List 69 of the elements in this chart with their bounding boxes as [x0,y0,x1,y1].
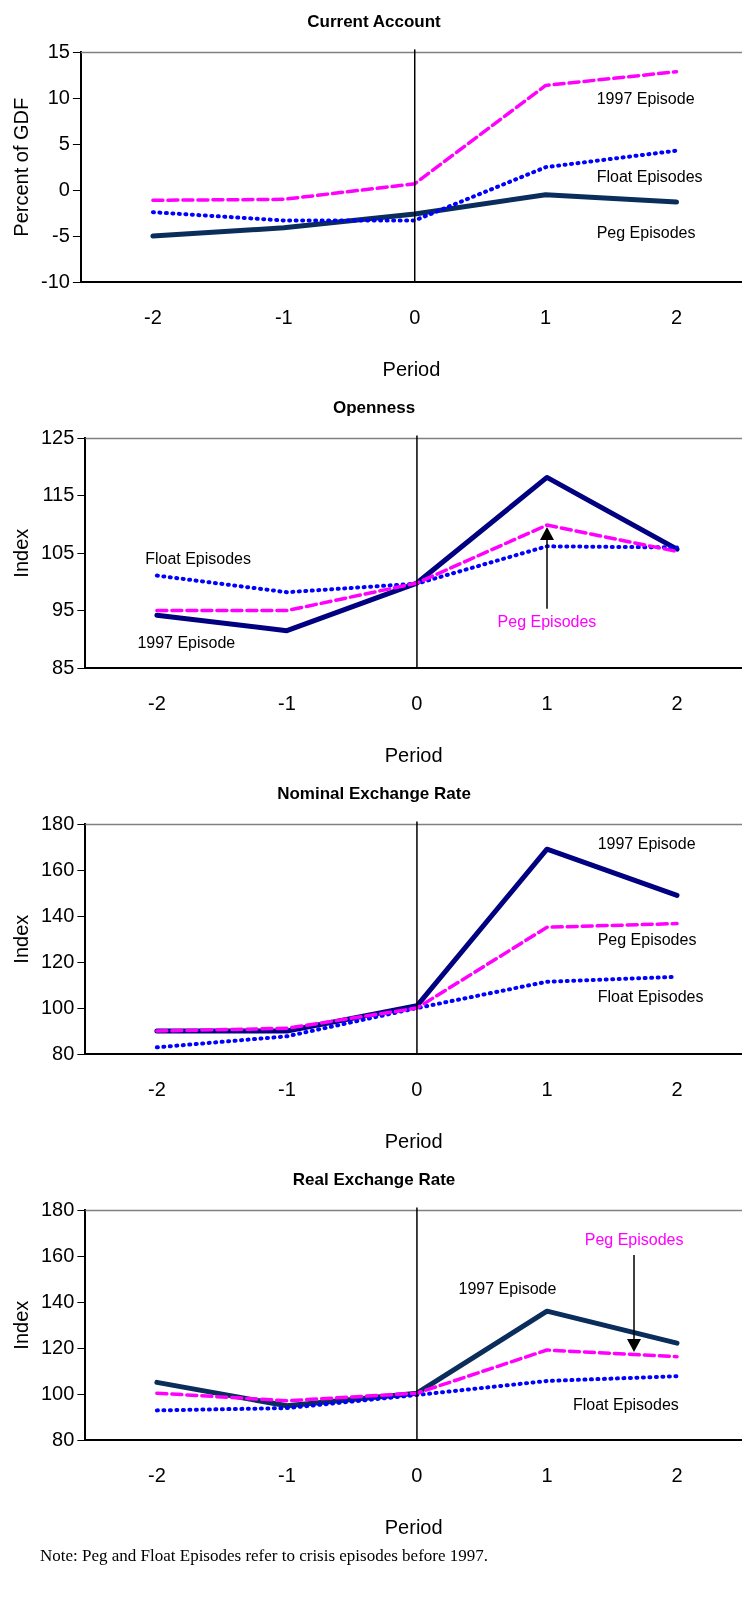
series-label: 1997 Episode [597,834,696,852]
y-tick-label: 125 [40,425,75,448]
series-label: Float Episodes [145,549,252,567]
x-tick-label: 2 [670,305,683,328]
chart-title: Openness [332,397,416,417]
line-series [154,1374,679,1413]
x-tick-label: 0 [409,305,421,328]
series-label: 1997 Episode [458,1280,557,1298]
series-label: Float Episodes [597,987,704,1005]
y-tick-label: 0 [58,177,70,200]
y-tick-label: 160 [40,857,75,880]
text: Note: Peg and Float Episodes refer to crisis episodes before 1997. [39,1545,490,1566]
x-tick-label: -2 [147,691,166,714]
y-tick-label: -5 [52,223,70,246]
y-tick-label: 180 [40,1197,75,1220]
series-label: Peg Episodes [597,931,697,949]
y-tick-label: 85 [52,655,75,678]
series-label: 1997 Episode [137,633,236,651]
chart-title: Nominal Exchange Rate [277,783,471,803]
x-tick-label: 1 [540,305,552,328]
y-axis-title: Percent of GDF [9,97,32,237]
x-tick-label: 0 [411,691,423,714]
x-tick-label: -2 [144,305,162,328]
x-tick-label: -1 [278,1463,296,1486]
y-tick-label: 140 [40,903,75,926]
y-tick-label: 10 [47,85,70,108]
x-tick-label: 0 [411,1463,423,1486]
chart-title: Real Exchange Rate [292,1169,456,1189]
series-label: Peg Episodes [596,223,696,241]
y-tick-label: -10 [41,269,70,292]
x-tick-label: -2 [147,1077,166,1100]
y-tick-label: 120 [40,1335,75,1358]
y-tick-label: 140 [40,1289,75,1312]
x-tick-label: 0 [411,1077,423,1100]
y-tick-label: 100 [40,1381,75,1404]
x-tick-label: 2 [671,1463,683,1486]
x-tick-label: 2 [671,691,683,714]
y-axis-title: Index [9,914,32,964]
text: Peg Episodes [497,613,597,631]
x-tick-label: 1 [541,1077,553,1100]
y-tick-label: 100 [40,995,75,1018]
x-tick-label: 1 [541,1463,553,1486]
x-axis-title: Period [384,743,443,766]
y-tick-label: 5 [58,131,70,154]
y-tick-label: 160 [40,1243,75,1266]
x-tick-label: -1 [278,1077,296,1100]
y-tick-label: 115 [42,483,75,506]
x-tick-label: -2 [147,1463,166,1486]
y-tick-label: 80 [52,1041,75,1064]
x-axis-title: Period [384,1515,443,1538]
series-label: Float Episodes [596,167,703,185]
series-label: 1997 Episode [596,89,695,107]
x-tick-label: 1 [541,691,553,714]
chart-title: Current Account [307,11,442,31]
x-axis-title: Period [384,1129,443,1152]
y-tick-label: 95 [52,598,75,621]
x-tick-label: -1 [274,305,293,328]
y-tick-label: 80 [52,1427,75,1450]
y-axis-title: Index [9,1300,32,1350]
x-axis-title: Period [382,357,441,380]
y-tick-label: 120 [40,949,75,972]
y-axis-title: Index [9,528,32,578]
series-label: Float Episodes [572,1395,679,1413]
x-tick-label: -1 [278,691,296,714]
y-tick-label: 180 [40,811,75,834]
y-tick-label: 105 [40,540,75,563]
y-tick-label: 15 [47,39,70,62]
text: Peg Episodes [584,1231,684,1249]
x-tick-label: 2 [671,1077,683,1100]
